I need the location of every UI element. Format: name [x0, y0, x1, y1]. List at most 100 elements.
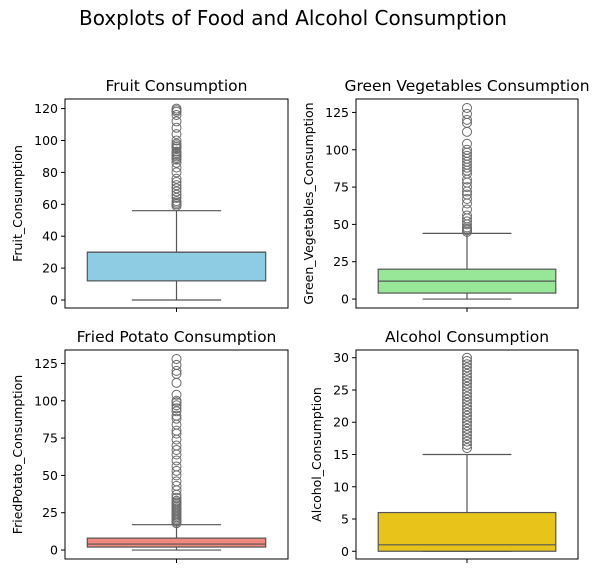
y-tick-label: 0	[341, 292, 349, 307]
panel-title: Fried Potato Consumption	[77, 328, 277, 346]
outlier-point	[171, 173, 182, 184]
y-axis-label: Fruit_Consumption	[10, 145, 25, 262]
y-tick-label: 120	[34, 101, 58, 116]
outlier-point	[171, 180, 182, 191]
outlier-point	[171, 461, 182, 472]
outlier-point	[462, 138, 472, 149]
y-tick-label: 100	[34, 133, 58, 148]
iqr-box	[86, 537, 267, 548]
outlier-point	[171, 196, 182, 207]
outlier-point	[462, 375, 472, 386]
outlier-point	[462, 216, 472, 227]
outlier-point	[171, 445, 182, 456]
outlier-point	[462, 144, 472, 155]
y-tick-label: 100	[325, 142, 349, 157]
outlier-point	[171, 410, 182, 421]
y-tick-label: 25	[42, 505, 58, 520]
outlier-point	[462, 378, 472, 389]
outlier-point	[171, 480, 182, 491]
y-tick-label: 25	[333, 254, 349, 269]
outlier-point	[462, 433, 472, 444]
outlier-point	[462, 417, 472, 428]
outlier-point	[171, 135, 182, 146]
outlier-point	[171, 103, 182, 114]
outlier-point	[462, 189, 472, 200]
outlier-point	[171, 403, 182, 414]
outlier-point	[462, 420, 472, 431]
y-tick-label: 80	[42, 165, 58, 180]
y-tick-label: 50	[42, 468, 58, 483]
outlier-point	[462, 423, 472, 434]
y-tick-label: 60	[42, 197, 58, 212]
plot-area-frame	[355, 349, 579, 560]
outlier-point	[462, 404, 472, 415]
y-tick-label: 20	[42, 261, 58, 276]
outlier-point	[462, 365, 472, 376]
outlier-point	[171, 109, 182, 120]
outlier-point	[171, 186, 182, 197]
outlier-point	[171, 465, 182, 476]
y-tick-label: 30	[333, 350, 349, 365]
y-tick-label: 100	[34, 393, 58, 408]
outlier-point	[462, 401, 472, 412]
outlier-point	[462, 368, 472, 379]
outlier-point	[171, 116, 182, 127]
y-tick-label: 25	[333, 382, 349, 397]
outlier-point	[171, 129, 182, 140]
outlier-point	[462, 355, 472, 366]
outlier-point	[171, 495, 182, 506]
outlier-point	[171, 400, 182, 411]
y-tick-label: 125	[34, 356, 58, 371]
panel-title: Green Vegetables Consumption	[344, 77, 589, 95]
outlier-point	[171, 146, 182, 157]
outlier-point	[171, 157, 182, 168]
y-tick-label: 0	[341, 544, 349, 559]
outlier-point	[171, 162, 182, 173]
iqr-box	[377, 511, 557, 552]
outlier-point	[462, 430, 472, 441]
figure-title: Boxplots of Food and Alcohol Consumption	[79, 6, 507, 30]
outlier-point	[171, 389, 182, 400]
outlier-point	[171, 192, 182, 203]
outlier-point	[171, 176, 182, 187]
outlier-point	[171, 353, 182, 364]
plot-area-frame	[64, 98, 289, 309]
outlier-point	[171, 425, 182, 436]
outlier-point	[171, 183, 182, 194]
outlier-point	[462, 426, 472, 437]
outlier-point	[171, 413, 182, 424]
outlier-point	[171, 492, 182, 503]
outlier-point	[462, 352, 472, 363]
y-axis-label: Alcohol_Consumption	[309, 387, 324, 522]
y-tick-label: 125	[325, 105, 349, 120]
panel-title: Alcohol Consumption	[385, 328, 549, 346]
outlier-point	[462, 210, 472, 221]
boxplot-panel: Fruit Consumption Fruit_Consumption 0 20 40 6…	[10, 77, 289, 312]
y-axis-label: Green_Vegetables_Consumption	[301, 102, 316, 304]
boxplot-panel: Alcohol Consumption Alcohol_Consumption 0 5…	[309, 328, 579, 563]
outlier-point	[171, 122, 182, 133]
outlier-point	[171, 167, 182, 178]
y-tick-label: 20	[333, 415, 349, 430]
outlier-point	[462, 397, 472, 408]
outlier-point	[462, 359, 472, 370]
panel-title: Fruit Consumption	[106, 77, 248, 95]
outlier-point	[462, 394, 472, 405]
outlier-point	[462, 436, 472, 447]
outlier-point	[462, 381, 472, 392]
y-tick-label: 10	[333, 479, 349, 494]
outlier-point	[462, 102, 472, 113]
iqr-box	[86, 251, 267, 282]
outlier-point	[462, 108, 472, 119]
outlier-point	[171, 377, 182, 388]
outlier-point	[462, 414, 472, 425]
y-tick-label: 0	[50, 543, 58, 558]
outlier-point	[462, 388, 472, 399]
outlier-point	[462, 391, 472, 402]
y-tick-label: 75	[42, 431, 58, 446]
outlier-point	[462, 204, 472, 215]
y-tick-label: 5	[341, 512, 349, 527]
outlier-point	[462, 182, 472, 193]
plot-area-frame	[355, 98, 579, 309]
